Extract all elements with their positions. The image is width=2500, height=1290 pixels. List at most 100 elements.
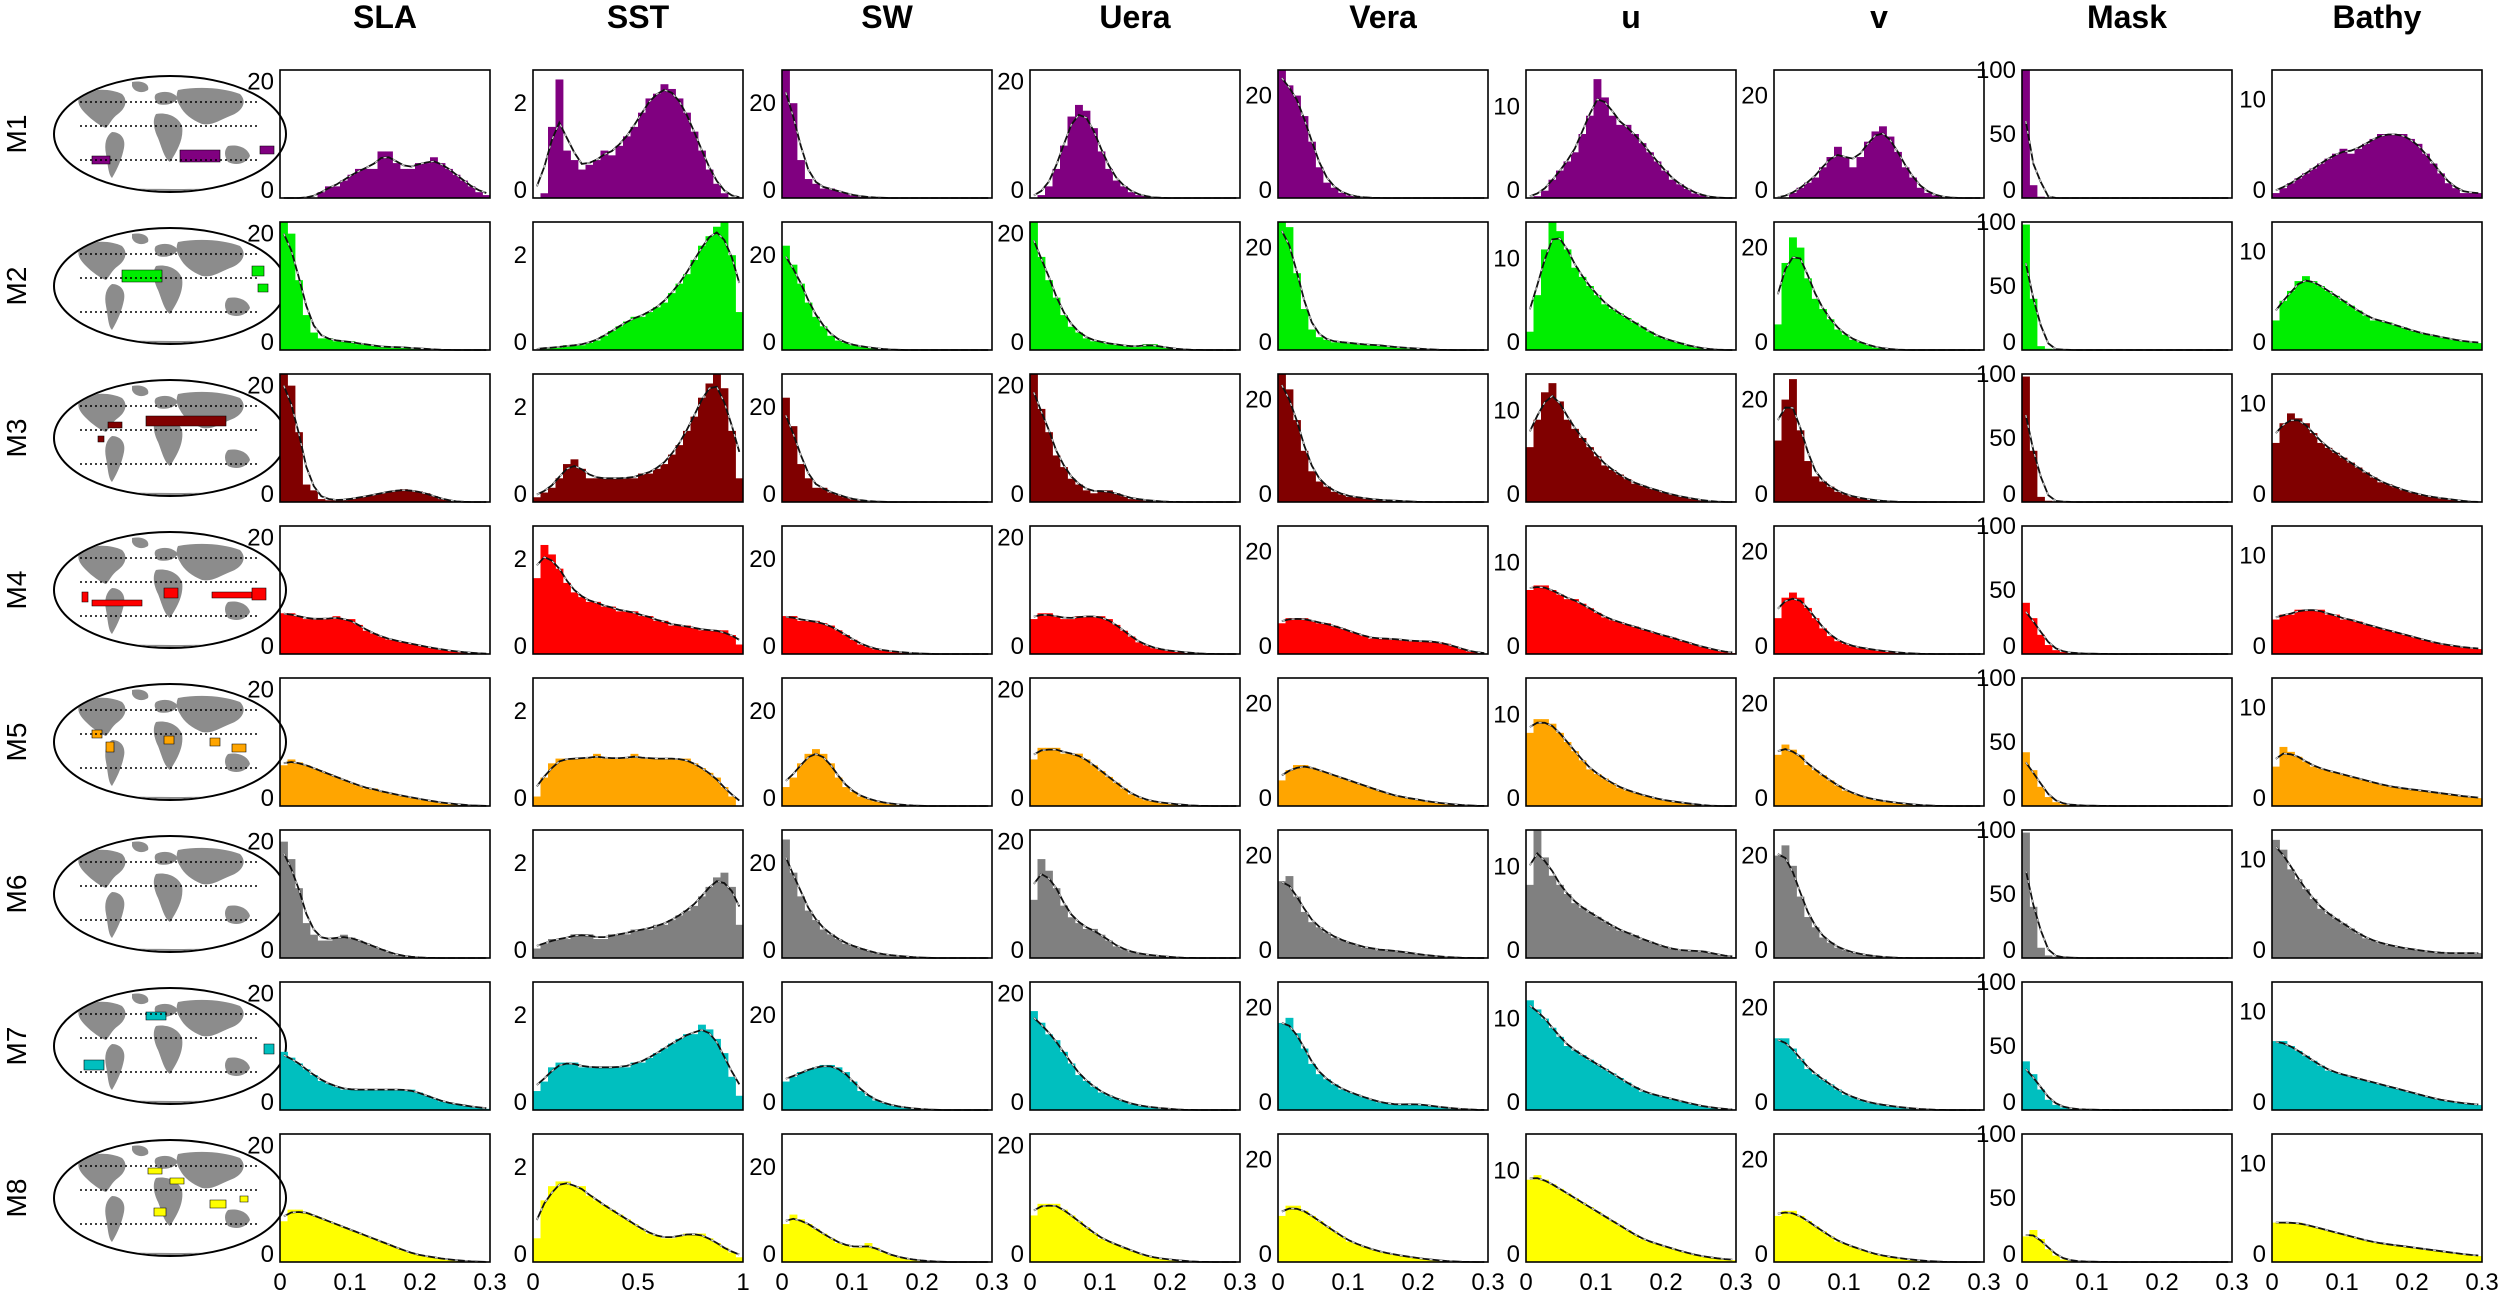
histogram-bar <box>1383 950 1391 958</box>
histogram-bar <box>2272 320 2280 350</box>
y-tick-label: 0 <box>2253 1089 2266 1116</box>
histogram-bar <box>362 943 371 958</box>
histogram-bar <box>720 872 729 958</box>
histogram-bar <box>1541 190 1549 198</box>
land-shape <box>105 1044 125 1090</box>
histogram-bar <box>1353 782 1361 806</box>
panel-frame <box>1525 69 1737 199</box>
histogram-bar <box>1315 167 1324 198</box>
histogram-bar <box>2317 908 2325 958</box>
histogram-bar <box>2044 1099 2053 1110</box>
histogram-bar <box>1082 1080 1091 1110</box>
histogram-bar <box>1533 295 1542 350</box>
histogram-bar <box>1683 950 1692 958</box>
histogram-bar <box>1353 496 1361 502</box>
x-tick-label: 0.2 <box>2395 1269 2428 1290</box>
histogram-bar <box>1105 168 1113 198</box>
histogram-bar <box>407 168 416 198</box>
density-curve-overlay <box>283 1054 487 1109</box>
histogram-bar <box>660 1048 669 1110</box>
histogram-bar <box>1578 134 1587 198</box>
histogram-bar <box>2444 794 2453 806</box>
panel-m3-u: 010 <box>1493 373 1737 508</box>
histogram-bar <box>1413 1257 1421 1262</box>
histogram-bar <box>1052 297 1061 350</box>
histogram-bar <box>735 1257 744 1262</box>
histogram-bar <box>1781 262 1790 350</box>
histogram-bar <box>1796 754 1805 806</box>
histogram-bar <box>1142 196 1151 198</box>
histogram-bar <box>1698 348 1707 350</box>
highlighted-region <box>259 145 275 155</box>
histogram-bar <box>1571 751 1579 806</box>
histogram-bar <box>698 1233 706 1262</box>
histogram-bar <box>705 236 714 350</box>
histogram-bar <box>1578 1055 1587 1110</box>
histogram-bar <box>1849 1246 1857 1262</box>
histogram-bar <box>1390 1104 1399 1110</box>
histogram-bar <box>1135 953 1143 958</box>
land-shape <box>132 689 149 701</box>
histogram-bar <box>1443 1107 1451 1110</box>
histogram-bar <box>1646 488 1654 502</box>
density-curve-overlay <box>1529 395 1733 503</box>
histogram-bar <box>370 1238 378 1262</box>
histogram-bar <box>1834 491 1842 502</box>
density-curve-overlay <box>2025 120 2229 199</box>
histogram-bar <box>1811 1074 1820 1110</box>
highlighted-region <box>257 283 269 293</box>
histogram-bar <box>668 920 676 958</box>
x-tick-label: 0.2 <box>1401 1269 1434 1290</box>
histogram-bar <box>849 946 858 958</box>
panel-m1-uera: 020 <box>997 69 1241 204</box>
histogram-bar <box>1676 640 1684 654</box>
histogram-bar <box>2339 148 2348 198</box>
x-tick-label: 0.2 <box>905 1269 938 1290</box>
histogram-bar <box>1623 318 1632 350</box>
y-tick-label: 10 <box>2239 87 2266 114</box>
histogram-bar <box>555 478 564 502</box>
density-curve-overlay <box>1529 98 1733 199</box>
y-tick-label: 0 <box>763 481 776 508</box>
histogram-bar <box>2414 790 2423 806</box>
y-tick-label: 10 <box>1493 246 1520 273</box>
x-tick-label: 0.3 <box>1967 1269 2000 1290</box>
y-tick-label: 0 <box>1507 937 1520 964</box>
panel-frame <box>1773 221 1985 351</box>
y-tick-label: 0 <box>1507 1241 1520 1268</box>
histogram-bar <box>857 644 865 654</box>
histogram-bar <box>1526 447 1534 502</box>
histogram-bar <box>295 616 303 654</box>
histogram-bar <box>1533 1009 1542 1110</box>
histogram-bar <box>340 619 348 654</box>
y-tick-label: 0 <box>2003 329 2016 356</box>
y-tick-label: 0 <box>2003 1089 2016 1116</box>
histogram-bar <box>1037 408 1046 502</box>
histogram-bar <box>1157 1258 1166 1262</box>
histogram-bar <box>1781 845 1790 958</box>
histogram-bar <box>2317 1228 2325 1262</box>
histogram-bar <box>1909 1259 1917 1262</box>
histogram-bar <box>1721 652 1729 654</box>
histogram-bar <box>887 651 895 654</box>
panel-frame <box>781 677 993 807</box>
histogram-bar <box>1668 1099 1677 1110</box>
histogram-bar <box>1879 126 1887 198</box>
histogram-bar <box>1405 1103 1414 1110</box>
histogram-bar <box>834 777 843 806</box>
histogram-bar <box>1578 907 1587 958</box>
histogram-bar <box>804 302 813 350</box>
histogram-bar <box>593 340 601 350</box>
x-tick-label: 0.2 <box>1153 1269 1186 1290</box>
column-header-u: u <box>1621 0 1641 35</box>
histogram-bar <box>2407 949 2415 958</box>
y-tick-label: 20 <box>749 1154 776 1181</box>
histogram-bar <box>347 937 356 958</box>
histogram-bar <box>1390 795 1399 806</box>
histogram-bar <box>1180 652 1188 654</box>
histogram-bar <box>789 777 798 806</box>
histogram-bar <box>400 347 408 350</box>
histogram-bar <box>1172 804 1181 806</box>
